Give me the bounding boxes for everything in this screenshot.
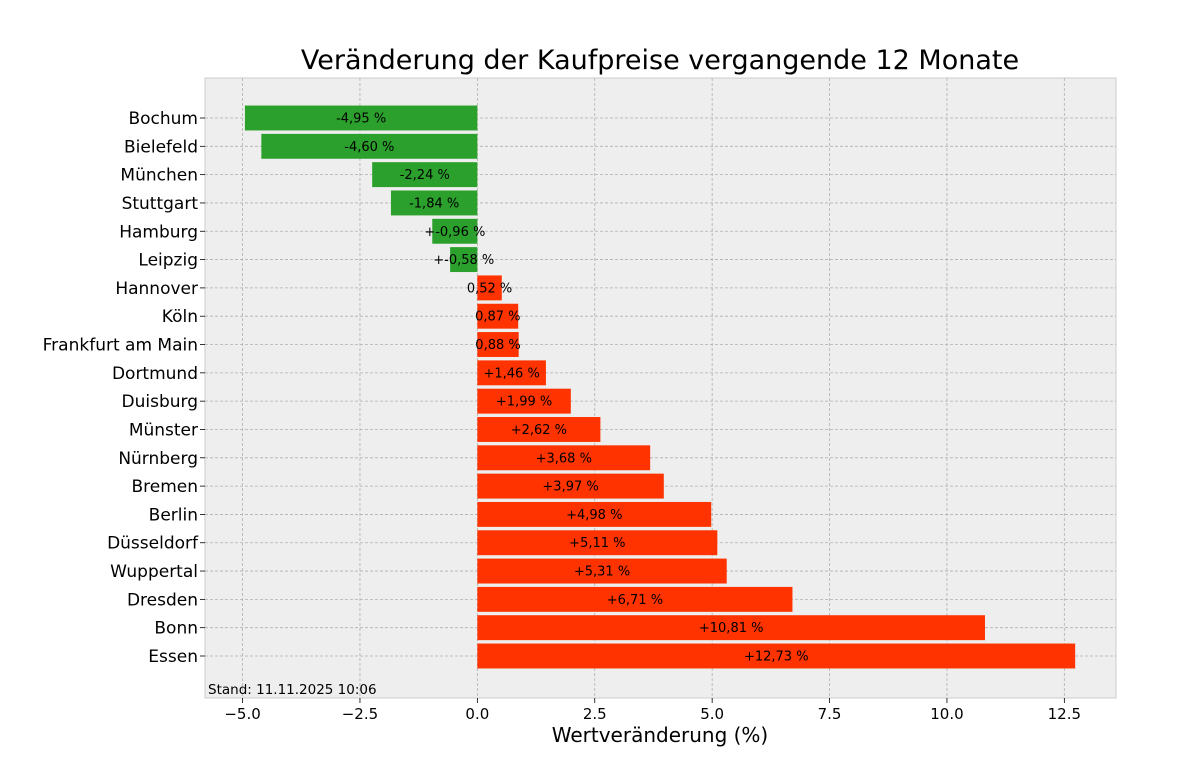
- y-tick-label: Münster: [129, 420, 198, 440]
- y-tick-label: Stuttgart: [122, 194, 199, 214]
- data-label: +-0,58 %: [433, 253, 494, 268]
- bar: [477, 388, 571, 414]
- y-tick-label: Nürnberg: [118, 449, 198, 469]
- data-label: -2,24 %: [400, 168, 450, 183]
- data-label: 0,87 %: [475, 310, 520, 325]
- y-tick-label: Essen: [148, 647, 198, 667]
- bar: [477, 615, 985, 641]
- data-label: +6,71 %: [607, 593, 663, 608]
- y-axis: Bochum Bielefeld München Stuttgart Hamburg Le…: [43, 109, 205, 667]
- bar: [477, 530, 718, 556]
- bar: [477, 445, 651, 471]
- x-axis-label: Wertveränderung (%): [552, 723, 769, 747]
- bar: [477, 473, 664, 499]
- bar: [244, 105, 478, 131]
- x-tick-label: −5.0: [224, 705, 260, 723]
- data-label: +12,73 %: [744, 650, 809, 665]
- data-labels: -4,95 % -4,60 % -2,24 % -1,84 % +-0,96 % +-0,…: [336, 112, 808, 665]
- y-tick-label: Wuppertal: [110, 562, 198, 582]
- data-label: -4,60 %: [344, 140, 394, 155]
- bar: [477, 360, 546, 386]
- chart-title: Veränderung der Kaufpreise vergangende 1…: [301, 45, 1019, 76]
- data-label: +10,81 %: [699, 621, 764, 636]
- y-tick-label: Köln: [162, 307, 198, 327]
- x-tick-label: 7.5: [818, 705, 842, 723]
- data-label: 0,88 %: [475, 338, 520, 353]
- x-tick-label: 2.5: [583, 705, 607, 723]
- data-label: +1,99 %: [496, 395, 552, 410]
- x-tick-label: 5.0: [700, 705, 724, 723]
- bar: [477, 332, 519, 357]
- x-tick-label: 12.5: [1048, 705, 1081, 723]
- data-label: +-0,96 %: [424, 225, 485, 240]
- y-tick-label: Frankfurt am Main: [43, 336, 198, 356]
- bar: [477, 303, 519, 329]
- bar: [477, 643, 1076, 669]
- data-label: -4,95 %: [336, 112, 386, 127]
- bar: [477, 586, 793, 612]
- data-label: +4,98 %: [566, 508, 622, 523]
- y-tick-label: Bremen: [131, 477, 198, 497]
- y-tick-label: Hannover: [115, 279, 198, 299]
- bar: [477, 501, 712, 527]
- y-tick-label: Düsseldorf: [107, 534, 199, 554]
- bar: [372, 162, 478, 188]
- x-tick-label: 0.0: [465, 705, 489, 723]
- x-axis: −5.0 −2.5 0.0 2.5 5.0 7.5 10.0 12.5: [224, 698, 1081, 723]
- data-label: +3,97 %: [542, 480, 598, 495]
- bar: [390, 190, 478, 216]
- y-tick-label: Bonn: [154, 619, 198, 639]
- data-label: -1,84 %: [409, 196, 459, 211]
- y-tick-label: Hamburg: [119, 222, 198, 242]
- bar: [450, 247, 478, 273]
- y-tick-label: Berlin: [149, 505, 198, 525]
- data-label: +2,62 %: [511, 423, 567, 438]
- y-tick-label: Dresden: [127, 590, 198, 610]
- timestamp-annotation: Stand: 11.11.2025 10:06: [208, 682, 377, 698]
- y-tick-label: München: [120, 166, 198, 186]
- bar: [477, 417, 601, 442]
- data-label: +5,11 %: [569, 536, 625, 551]
- bar: [432, 218, 478, 244]
- y-tick-label: Bochum: [128, 109, 198, 129]
- y-tick-label: Dortmund: [112, 364, 198, 384]
- bars: [244, 105, 1076, 669]
- bar: [261, 133, 478, 159]
- x-tick-label: 10.0: [930, 705, 963, 723]
- y-tick-label: Bielefeld: [124, 137, 198, 157]
- x-tick-label: −2.5: [342, 705, 378, 723]
- bar: [477, 558, 727, 584]
- y-tick-label: Duisburg: [122, 392, 199, 412]
- data-label: +1,46 %: [483, 366, 539, 381]
- y-tick-label: Leipzig: [138, 251, 198, 271]
- data-label: +5,31 %: [574, 565, 630, 580]
- data-label: 0,52 %: [467, 281, 512, 296]
- data-label: +3,68 %: [536, 451, 592, 466]
- bar: [477, 275, 502, 301]
